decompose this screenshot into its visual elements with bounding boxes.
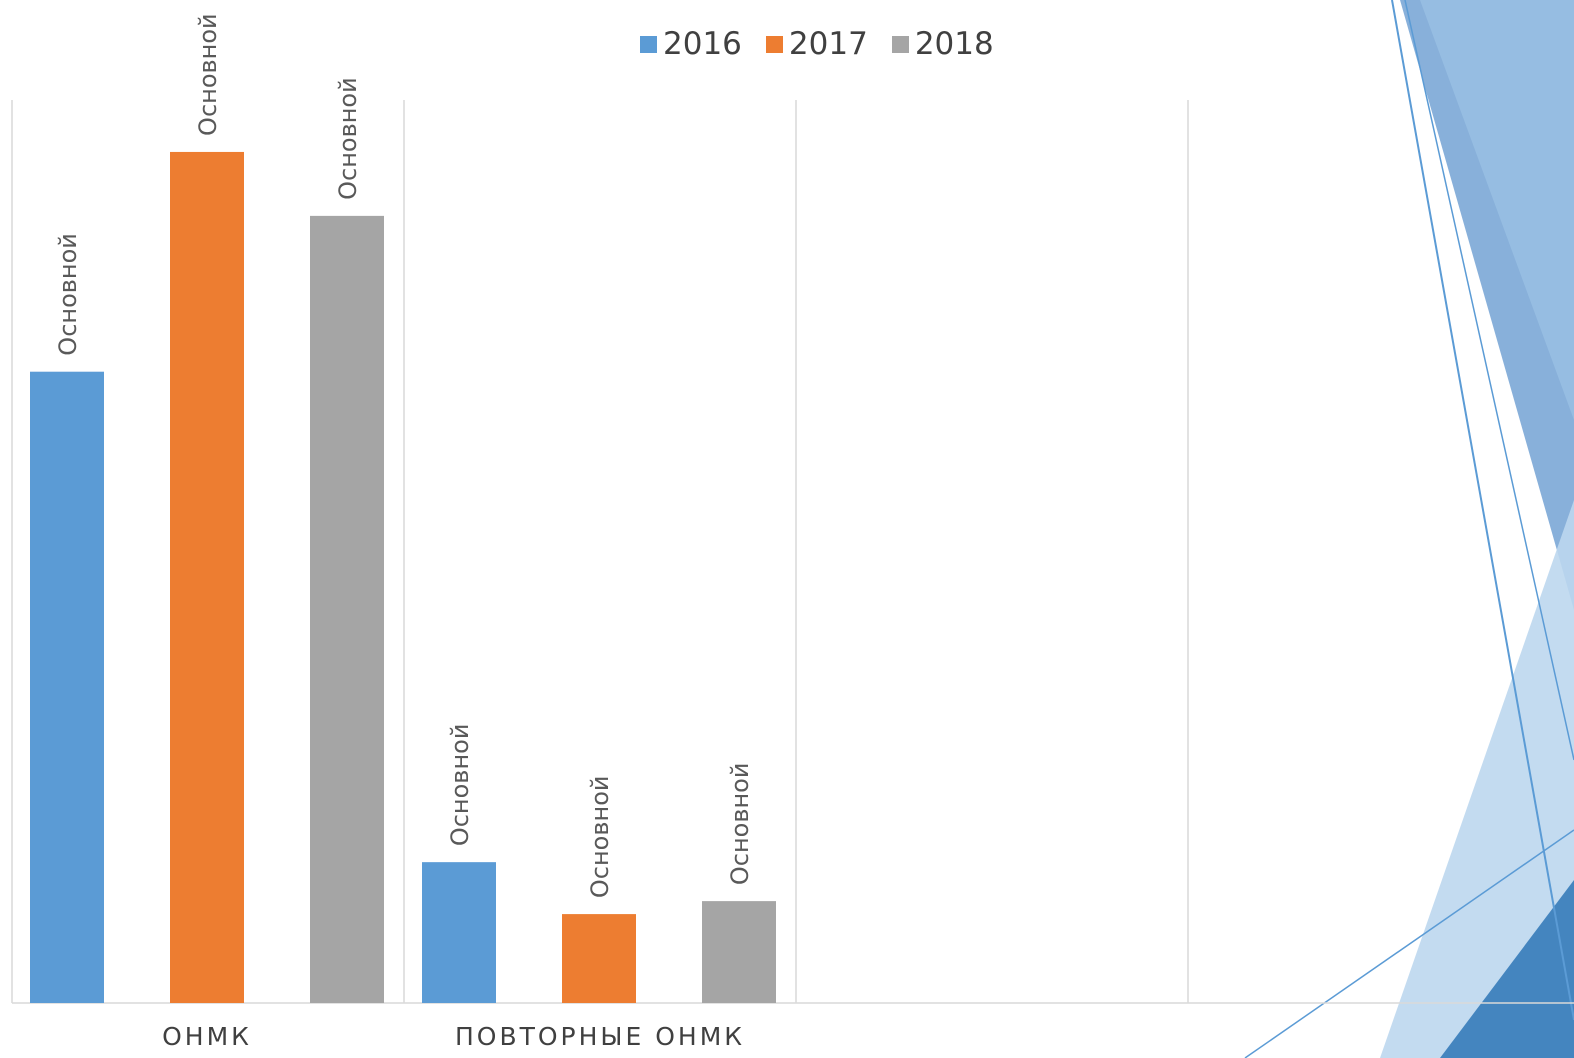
bar-2016-1	[422, 862, 496, 1003]
decor-line-2	[1404, 0, 1574, 761]
data-label-2018-0: Основной	[334, 77, 362, 200]
legend-item-2018: 2018	[891, 26, 994, 62]
category-label-onmk: ОНМК	[162, 1022, 252, 1051]
bar-2017-0	[170, 151, 244, 1003]
category-label-repeat-onmk: ПОВТОРНЫЕ ОНМК	[454, 1022, 746, 1051]
decor-triangle-bottom	[1380, 500, 1574, 1058]
bar-2016-0	[30, 371, 104, 1004]
data-label-2016-1: Основной	[446, 724, 474, 847]
decor-triangle-top-light	[1420, 0, 1574, 420]
decor-line-1	[1391, 0, 1574, 1021]
legend-item-2016: 2016	[640, 26, 742, 62]
legend-label-2018: 2018	[914, 26, 994, 62]
legend-swatch-2017	[765, 35, 783, 53]
legend-swatch-2018	[891, 35, 909, 53]
legend-label-2017: 2017	[788, 26, 868, 62]
legend-item-2017: 2017	[765, 26, 868, 62]
data-label-2016-0: Основной	[54, 233, 82, 356]
data-label-2018-1: Основной	[726, 763, 754, 886]
bar-2017-1	[562, 914, 636, 1003]
bar-2018-1	[702, 901, 776, 1003]
decor-line-3	[1244, 829, 1574, 1058]
legend-label-2016: 2016	[663, 26, 742, 62]
decor-triangle-bottom-dark	[1440, 880, 1574, 1058]
legend-swatch-2016	[640, 35, 657, 53]
data-label-2017-1: Основной	[586, 776, 614, 899]
bar-2018-0	[310, 215, 384, 1003]
data-label-2017-0: Основной	[194, 13, 222, 136]
chart-legend: 2016 2017 2018	[640, 24, 1018, 64]
